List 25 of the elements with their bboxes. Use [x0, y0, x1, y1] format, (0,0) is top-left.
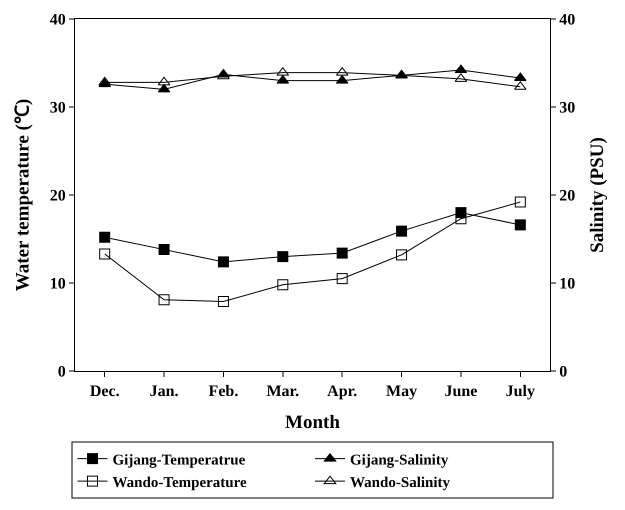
- x-tick-label: Apr.: [327, 383, 358, 400]
- y-tick-label: 10: [50, 276, 66, 293]
- x-tick-label: Jan.: [150, 383, 179, 400]
- y-tick-label: 30: [50, 100, 66, 117]
- x-tick-label: June: [444, 383, 478, 400]
- y-tick-label: 40: [50, 12, 66, 29]
- legend-label: Wando-Temperature: [112, 475, 248, 491]
- y2-tick-label: 20: [559, 188, 576, 205]
- y-axis-title: Water temperature (℃): [12, 98, 34, 292]
- y-tick-label: 20: [50, 188, 66, 205]
- y2-tick-label: 40: [559, 12, 576, 29]
- x-tick-label: July: [506, 383, 535, 400]
- x-tick-label: Dec.: [90, 383, 120, 400]
- y2-tick-label: 30: [559, 100, 576, 117]
- y2-tick-label: 10: [559, 276, 576, 293]
- legend-label: Gijang-Temperatrue: [112, 452, 246, 468]
- legend-label: Gijang-Salinity: [350, 452, 449, 468]
- legend-label: Wando-Salinity: [350, 475, 451, 491]
- y2-tick-label: 0: [559, 364, 568, 381]
- y2-axis-title: Salinity (PSU): [587, 137, 608, 253]
- x-tick-label: Mar.: [266, 383, 300, 400]
- y-tick-label: 0: [58, 364, 66, 381]
- x-tick-label: May: [386, 383, 418, 400]
- x-axis-title: Month: [285, 412, 340, 433]
- x-tick-label: Feb.: [208, 383, 238, 400]
